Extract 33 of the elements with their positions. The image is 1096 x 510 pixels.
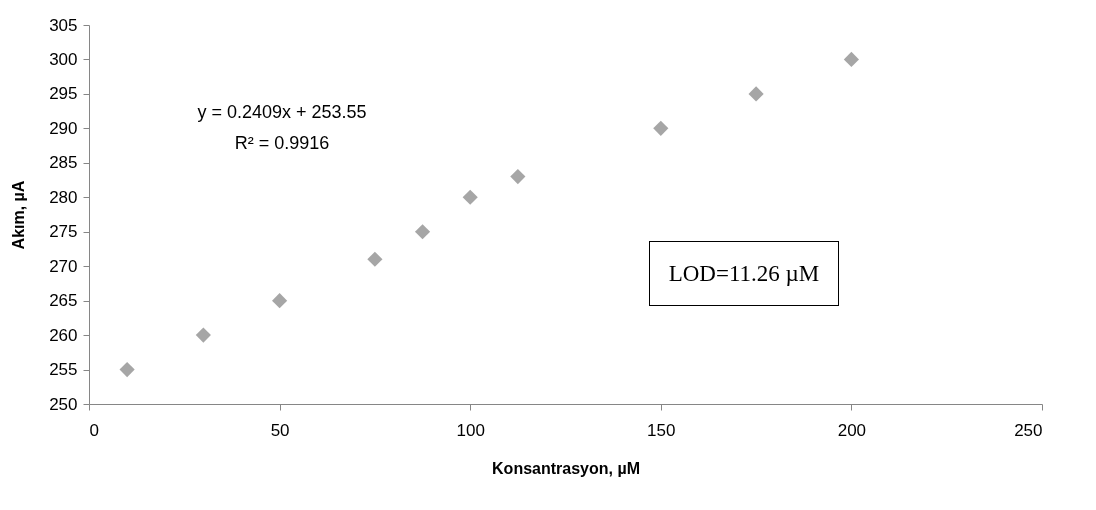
y-tick-label: 285: [49, 153, 78, 173]
x-tick-label: 150: [647, 420, 676, 440]
point: [195, 327, 211, 343]
point: [272, 293, 288, 309]
annotation: LOD=11.26 µM: [668, 261, 820, 286]
y-tick-label: 295: [49, 84, 78, 104]
annotation: y = 0.2409x + 253.55: [197, 102, 367, 122]
point: [367, 251, 383, 267]
x-tick-label: 250: [1014, 420, 1043, 440]
y-tick-label: 275: [49, 222, 78, 242]
y-tick-label: 300: [49, 49, 78, 69]
x-tick-label: 50: [270, 420, 290, 440]
y-tick-label: 290: [49, 118, 78, 138]
y-tick-label: 280: [49, 187, 78, 207]
point: [119, 361, 135, 378]
y-tick-label: 305: [49, 15, 78, 35]
point: [462, 189, 478, 205]
y-tick-label: 265: [49, 291, 78, 311]
y-tick-label: 260: [49, 325, 78, 345]
x-tick-label: 100: [456, 420, 485, 440]
y-tick-label: 250: [49, 394, 78, 414]
x-axis-title: Konsantrasyon, µM: [492, 459, 640, 477]
point: [843, 51, 859, 68]
annotation: R² = 0.9916: [234, 133, 330, 153]
point: [510, 169, 526, 185]
x-tick-label: 0: [89, 420, 99, 440]
x-tick-label: 200: [837, 420, 867, 440]
point: [414, 224, 431, 240]
point: [653, 120, 669, 136]
y-tick-label: 255: [49, 360, 78, 380]
point: [748, 86, 764, 102]
y-tick-label: 270: [49, 256, 78, 276]
y-axis-title: Akım, µA: [10, 180, 28, 250]
